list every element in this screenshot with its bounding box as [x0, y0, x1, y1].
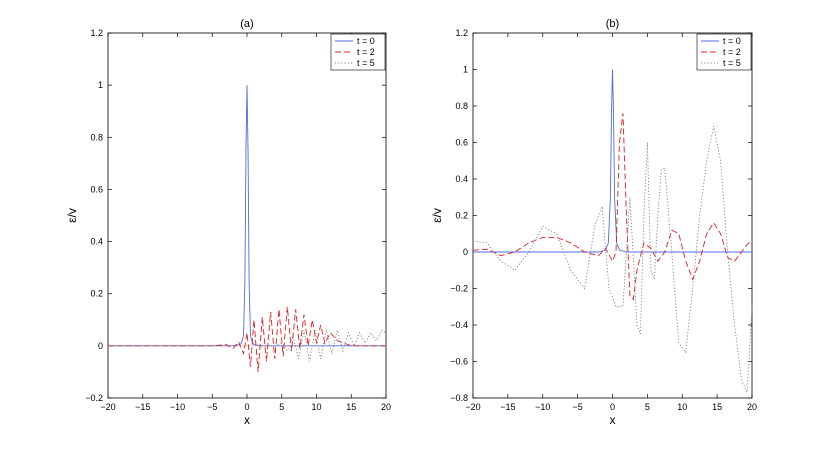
x-tick-label: −5 — [572, 402, 582, 412]
legend-a: t = 0t = 2t = 5 — [330, 33, 386, 71]
x-tick-label: 20 — [381, 402, 391, 412]
y-tick-label: 0.2 — [90, 289, 103, 299]
y-axis-label-b: ε/v — [430, 208, 444, 223]
x-tick-label: −5 — [207, 402, 217, 412]
y-tick-label: 0 — [463, 247, 468, 257]
series-line-b-1 — [473, 69, 752, 253]
y-tick-label: −0.2 — [85, 393, 103, 403]
legend-label: t = 2 — [723, 47, 741, 57]
chart-title-a: (a) — [240, 18, 253, 30]
series-layer-a — [108, 85, 387, 372]
series-layer-b — [472, 69, 753, 393]
series-line-a-1 — [108, 85, 386, 347]
y-tick-label: 0.8 — [90, 132, 103, 142]
y-tick-label: 0.8 — [455, 101, 468, 111]
y-tick-label: −0.8 — [450, 393, 468, 403]
x-tick-label: −10 — [535, 402, 550, 412]
x-tick-label: 20 — [747, 402, 757, 412]
y-tick-label: 0 — [98, 341, 103, 351]
series-line-a-3 — [108, 329, 387, 362]
x-tick-label: 5 — [279, 402, 284, 412]
legend-label: t = 0 — [723, 36, 741, 46]
x-axis-label-a: x — [244, 413, 250, 427]
y-tick-label: 0.6 — [90, 184, 103, 194]
x-tick-label: −10 — [170, 402, 185, 412]
legend-label: t = 2 — [357, 47, 375, 57]
x-tick-label: −15 — [135, 402, 150, 412]
y-tick-label: 0.6 — [455, 138, 468, 148]
x-tick-label: −20 — [465, 402, 480, 412]
x-tick-label: −20 — [100, 402, 115, 412]
y-tick-label: 0.4 — [455, 174, 468, 184]
x-tick-label: 0 — [610, 402, 615, 412]
x-tick-label: 10 — [311, 402, 321, 412]
plot-area-b — [472, 32, 753, 399]
x-tick-label: 15 — [346, 402, 356, 412]
y-tick-label: −0.6 — [450, 357, 468, 367]
legend-label: t = 5 — [723, 58, 741, 68]
y-tick-label: 1.2 — [90, 28, 103, 38]
legend-b: t = 0t = 2t = 5 — [696, 33, 752, 71]
series-line-b-2 — [472, 113, 752, 301]
y-tick-label: 1 — [98, 80, 103, 90]
legend-label: t = 5 — [357, 58, 375, 68]
chart-title-b: (b) — [606, 18, 619, 30]
chart-panel-b: (b) x ε/v −20 −15 −10 −5 0 5 10 15 20−0.8−0.6−0.… — [430, 18, 757, 427]
legend-label: t = 0 — [357, 36, 375, 46]
x-tick-label: 5 — [645, 402, 650, 412]
y-tick-label: 1.2 — [455, 28, 468, 38]
ticks-a: −20 −15 −10 −5 0 5 10 15 20 −0.2 0 0.2 0.4 0.6 0.8 1 1.2 — [85, 28, 391, 412]
chart-panel-a: (a) x ε/v −20 −15 −10 −5 0 5 10 15 20 −0.2 0 0.2 0.4… — [65, 18, 391, 427]
y-tick-label: −0.4 — [450, 320, 468, 330]
x-tick-label: 0 — [244, 402, 249, 412]
y-tick-label: −0.2 — [450, 284, 468, 294]
y-axis-label-a: ε/v — [65, 208, 79, 223]
series-line-b-3 — [472, 125, 753, 393]
x-tick-label: 10 — [677, 402, 687, 412]
y-tick-label: 0.4 — [90, 237, 103, 247]
x-axis-label-b: x — [610, 413, 616, 427]
y-tick-label: 1 — [463, 65, 468, 75]
x-tick-label: −15 — [500, 402, 515, 412]
x-tick-label: 15 — [712, 402, 722, 412]
ticks-b: −20 −15 −10 −5 0 5 10 15 20 −0.8 −0.6 −0.4 −0.2 0 0.2 0… — [450, 28, 757, 412]
y-tick-label: 0.2 — [455, 211, 468, 221]
